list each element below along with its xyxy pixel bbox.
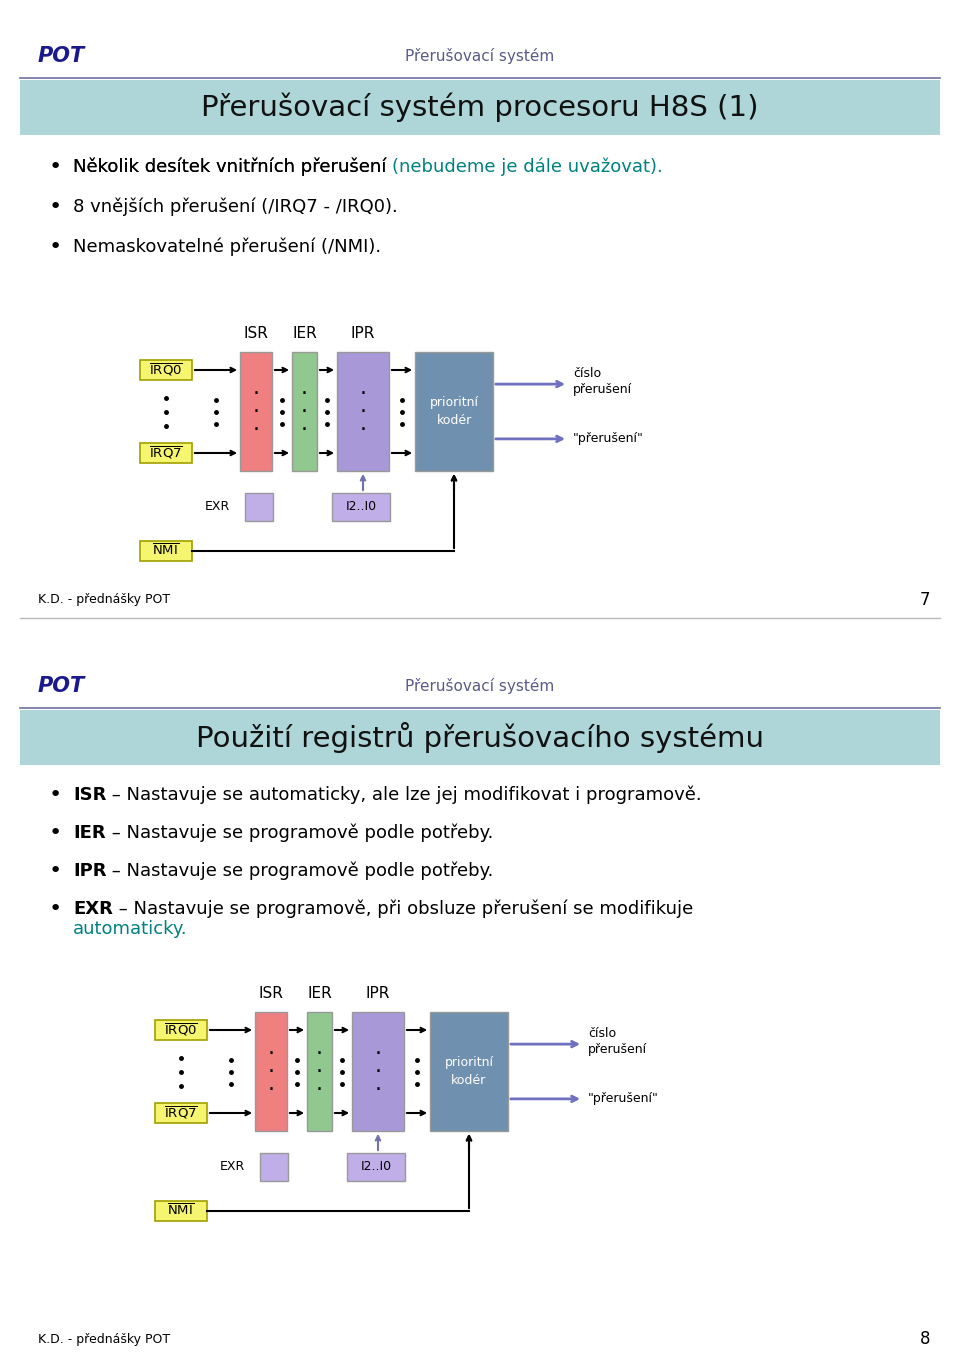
Text: IPR: IPR (73, 863, 107, 880)
Text: ·: · (359, 420, 367, 440)
Text: ·: · (359, 402, 367, 421)
Text: "přerušení": "přerušení" (588, 1092, 659, 1106)
Text: (nebudeme je dále uvažovat).: (nebudeme je dále uvažovat). (392, 157, 662, 176)
Text: Přerušovací systém procesoru H8S (1): Přerušovací systém procesoru H8S (1) (202, 93, 758, 122)
Text: $\overline{\mathrm{NMI}}$: $\overline{\mathrm{NMI}}$ (167, 1203, 195, 1219)
Bar (415, 351, 493, 472)
Text: Přerušovací systém: Přerušovací systém (405, 48, 555, 64)
Text: Několik desítek vnitřních přerušení (nebudeme je dále uvažovat).: Několik desítek vnitřních přerušení (neb… (73, 157, 662, 176)
Text: "přerušení": "přerušení" (573, 432, 644, 446)
Text: ·: · (252, 402, 259, 421)
Text: – Nastavuje se programově podle potřeby.: – Nastavuje se programově podle potřeby. (107, 861, 493, 880)
Text: kodér: kodér (451, 1074, 487, 1087)
Text: prioritní: prioritní (444, 1055, 493, 1069)
Text: ·: · (316, 1080, 323, 1099)
Text: ·: · (268, 1062, 275, 1081)
Bar (20, 81, 940, 135)
Text: Použití registrů přerušovacího systému: Použití registrů přerušovacího systému (196, 722, 764, 753)
Text: •: • (48, 197, 61, 217)
Text: automaticky.: automaticky. (73, 920, 187, 938)
Text: 8: 8 (920, 1330, 930, 1348)
Text: $\overline{\mathrm{IRQ7}}$: $\overline{\mathrm{IRQ7}}$ (149, 444, 183, 461)
Text: I2..I0: I2..I0 (346, 500, 376, 514)
Text: ·: · (301, 420, 308, 440)
Text: •: • (48, 823, 61, 843)
Text: •: • (48, 157, 61, 176)
Text: ISR: ISR (258, 986, 283, 1001)
Bar (245, 493, 273, 521)
Text: IER: IER (73, 824, 106, 842)
Bar (140, 443, 192, 463)
Text: Několik desítek vnitřních přerušení: Několik desítek vnitřních přerušení (73, 157, 392, 176)
Text: $\overline{\mathrm{NMI}}$: $\overline{\mathrm{NMI}}$ (153, 543, 180, 559)
Text: ·: · (252, 384, 259, 403)
Bar (260, 1152, 288, 1181)
Text: ·: · (301, 384, 308, 403)
Text: ·: · (374, 1080, 381, 1099)
Text: IPR: IPR (366, 986, 390, 1001)
Text: přerušení: přerušení (573, 383, 632, 395)
Text: I2..I0: I2..I0 (360, 1161, 392, 1173)
Text: ·: · (359, 384, 367, 403)
Text: EXR: EXR (220, 1161, 245, 1173)
Bar (140, 541, 192, 560)
Text: $\overline{\mathrm{IRQ7}}$: $\overline{\mathrm{IRQ7}}$ (164, 1105, 198, 1121)
Bar (155, 1202, 207, 1221)
Text: ISR: ISR (73, 786, 107, 804)
Bar (140, 360, 192, 380)
Text: ·: · (252, 420, 259, 440)
Bar (255, 1012, 287, 1131)
Text: IER: IER (307, 986, 332, 1001)
Text: EXR: EXR (204, 500, 229, 514)
Text: K.D. - přednášky POT: K.D. - přednášky POT (38, 593, 170, 607)
Text: kodér: kodér (437, 414, 471, 427)
Text: Přerušovací systém: Přerušovací systém (405, 678, 555, 694)
Text: číslo: číslo (573, 366, 601, 380)
Bar (347, 1152, 405, 1181)
Text: ·: · (301, 402, 308, 421)
Text: 7: 7 (920, 591, 930, 610)
Bar (352, 1012, 404, 1131)
Text: ·: · (316, 1062, 323, 1081)
Bar (307, 1012, 332, 1131)
Text: K.D. - přednášky POT: K.D. - přednášky POT (38, 1333, 170, 1345)
Text: – Nastavuje se programově, při obsluze přerušení se modifikuje: – Nastavuje se programově, při obsluze p… (113, 899, 693, 919)
Text: 8 vnějších přerušení (/IRQ7 - /IRQ0).: 8 vnějších přerušení (/IRQ7 - /IRQ0). (73, 198, 397, 216)
Text: •: • (48, 861, 61, 880)
Text: $\overline{\mathrm{IRQ0}}$: $\overline{\mathrm{IRQ0}}$ (149, 362, 183, 379)
Bar (155, 1103, 207, 1124)
Text: $\overline{\mathrm{IRQ0}}$: $\overline{\mathrm{IRQ0}}$ (164, 1021, 198, 1038)
Bar (430, 1012, 508, 1131)
Text: ·: · (374, 1043, 381, 1064)
Text: – Nastavuje se automaticky, ale lze jej modifikovat i programově.: – Nastavuje se automaticky, ale lze jej … (107, 786, 702, 804)
Bar (292, 351, 317, 472)
Text: •: • (48, 236, 61, 257)
Text: ·: · (268, 1043, 275, 1064)
Text: EXR: EXR (73, 899, 113, 919)
Text: •: • (48, 785, 61, 805)
Text: POT: POT (38, 677, 85, 696)
Text: IER: IER (292, 325, 317, 340)
Text: prioritní: prioritní (429, 396, 478, 409)
Bar (240, 351, 272, 472)
Text: IPR: IPR (350, 325, 375, 340)
Bar (332, 493, 390, 521)
Text: •: • (48, 899, 61, 919)
Text: ·: · (268, 1080, 275, 1099)
Bar (155, 1020, 207, 1040)
Text: ISR: ISR (244, 325, 269, 340)
Text: Několik desítek vnitřních přerušení: Několik desítek vnitřních přerušení (73, 157, 392, 176)
Bar (20, 709, 940, 766)
Bar (337, 351, 389, 472)
Text: ·: · (374, 1062, 381, 1081)
Text: ·: · (316, 1043, 323, 1064)
Text: – Nastavuje se programově podle potřeby.: – Nastavuje se programově podle potřeby. (106, 824, 493, 842)
Text: přerušení: přerušení (588, 1043, 647, 1055)
Text: Nemaskovatelné přerušení (/NMI).: Nemaskovatelné přerušení (/NMI). (73, 238, 381, 256)
Text: číslo: číslo (588, 1027, 616, 1040)
Text: POT: POT (38, 46, 85, 66)
